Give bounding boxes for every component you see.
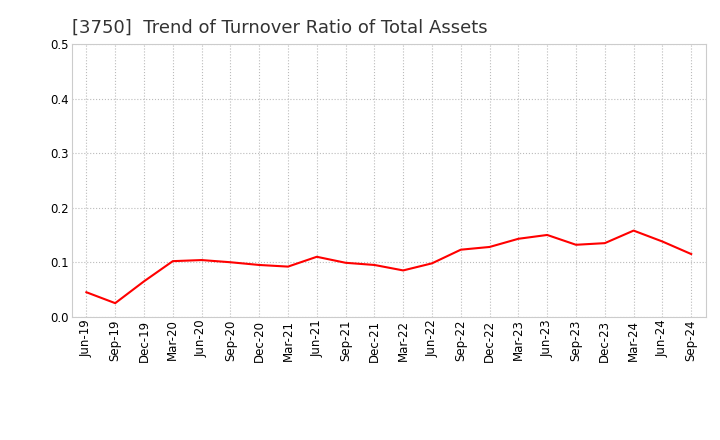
Text: [3750]  Trend of Turnover Ratio of Total Assets: [3750] Trend of Turnover Ratio of Total … (72, 19, 487, 37)
